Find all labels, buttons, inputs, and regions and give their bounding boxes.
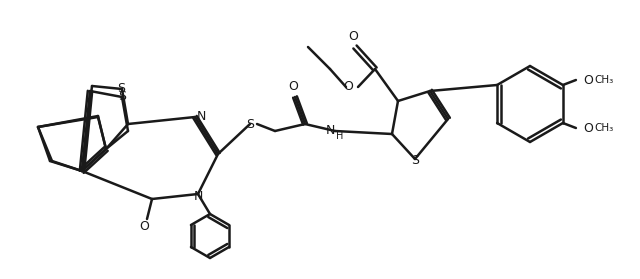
Text: S: S (411, 155, 419, 167)
Text: CH₃: CH₃ (595, 123, 614, 133)
Text: O: O (288, 81, 298, 93)
Text: CH₃: CH₃ (595, 75, 614, 85)
Text: H: H (336, 131, 344, 141)
Text: S: S (246, 117, 254, 131)
Text: N: N (326, 124, 335, 138)
Text: N: N (197, 110, 206, 124)
Text: S: S (118, 90, 126, 104)
Text: S: S (117, 83, 125, 95)
Text: O: O (343, 81, 353, 93)
Text: N: N (193, 189, 203, 203)
Text: O: O (139, 220, 149, 234)
Text: O: O (348, 30, 358, 44)
Text: O: O (583, 121, 593, 134)
Text: O: O (583, 73, 593, 86)
